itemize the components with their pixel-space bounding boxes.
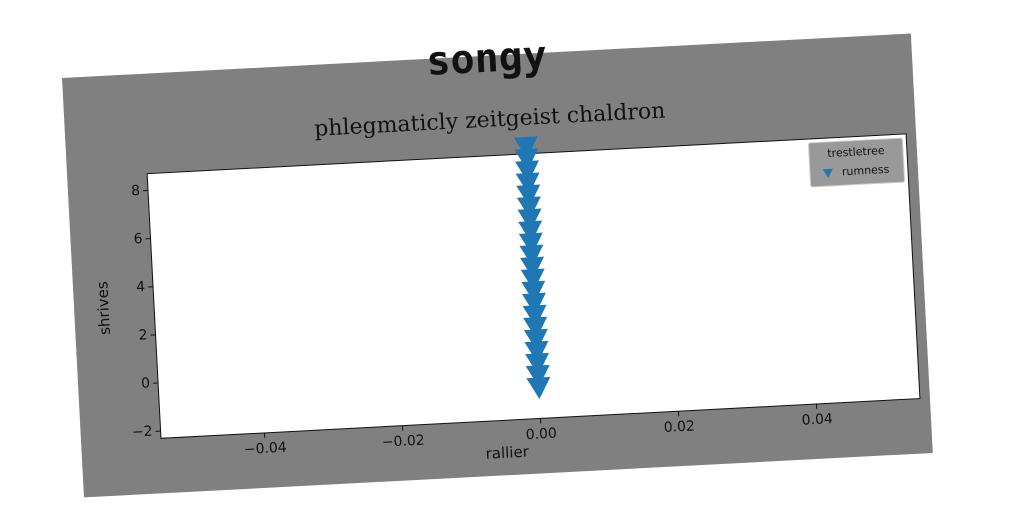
- scatter-point: [517, 208, 542, 231]
- figure: songy phlegmaticly zeitgeist chaldron ra…: [62, 33, 933, 498]
- x-tick-label: −0.04: [243, 440, 287, 458]
- scatter-point: [523, 316, 548, 339]
- scatter-point: [518, 232, 543, 255]
- legend-title: trestletree: [827, 144, 885, 160]
- legend-label: rumness: [842, 163, 890, 178]
- scatter-point: [513, 136, 538, 159]
- y-tick-label: 0: [141, 375, 151, 391]
- scatter-point: [526, 376, 551, 400]
- scatter-point: [524, 340, 549, 364]
- scatter-point: [525, 364, 550, 388]
- x-tick-label: 0.02: [663, 418, 695, 436]
- scatter-point: [516, 196, 541, 219]
- scatter-point: [521, 292, 546, 315]
- y-tick-label: 4: [136, 279, 146, 295]
- y-tick-label: 2: [138, 327, 148, 343]
- legend-box: [808, 137, 905, 188]
- scatter-point: [522, 304, 547, 327]
- scatter-point: [521, 280, 546, 303]
- x-tick-label: 0.04: [801, 411, 833, 429]
- scatter-point: [516, 184, 541, 207]
- scatter-point: [525, 352, 550, 376]
- scatter-point: [515, 172, 540, 195]
- scatter-point: [520, 268, 545, 291]
- scatter-point: [520, 256, 545, 279]
- y-tick-label: 6: [133, 231, 143, 247]
- scatter-point: [519, 244, 544, 267]
- x-tick-label: 0.00: [525, 426, 557, 444]
- y-axis-label: shrives: [93, 281, 114, 336]
- y-tick-label: −2: [132, 424, 153, 441]
- y-tick-label: 8: [131, 183, 141, 199]
- chart-title: songy: [425, 33, 548, 85]
- x-tick-label: −0.02: [381, 433, 425, 451]
- scatter-point: [523, 328, 548, 352]
- x-axis-label: rallier: [485, 443, 530, 463]
- scatter-point: [514, 160, 539, 183]
- scatter-point: [514, 148, 539, 171]
- legend-marker: [822, 168, 833, 179]
- scatter-point: [518, 220, 543, 243]
- legend: trestletree rumness: [808, 137, 905, 188]
